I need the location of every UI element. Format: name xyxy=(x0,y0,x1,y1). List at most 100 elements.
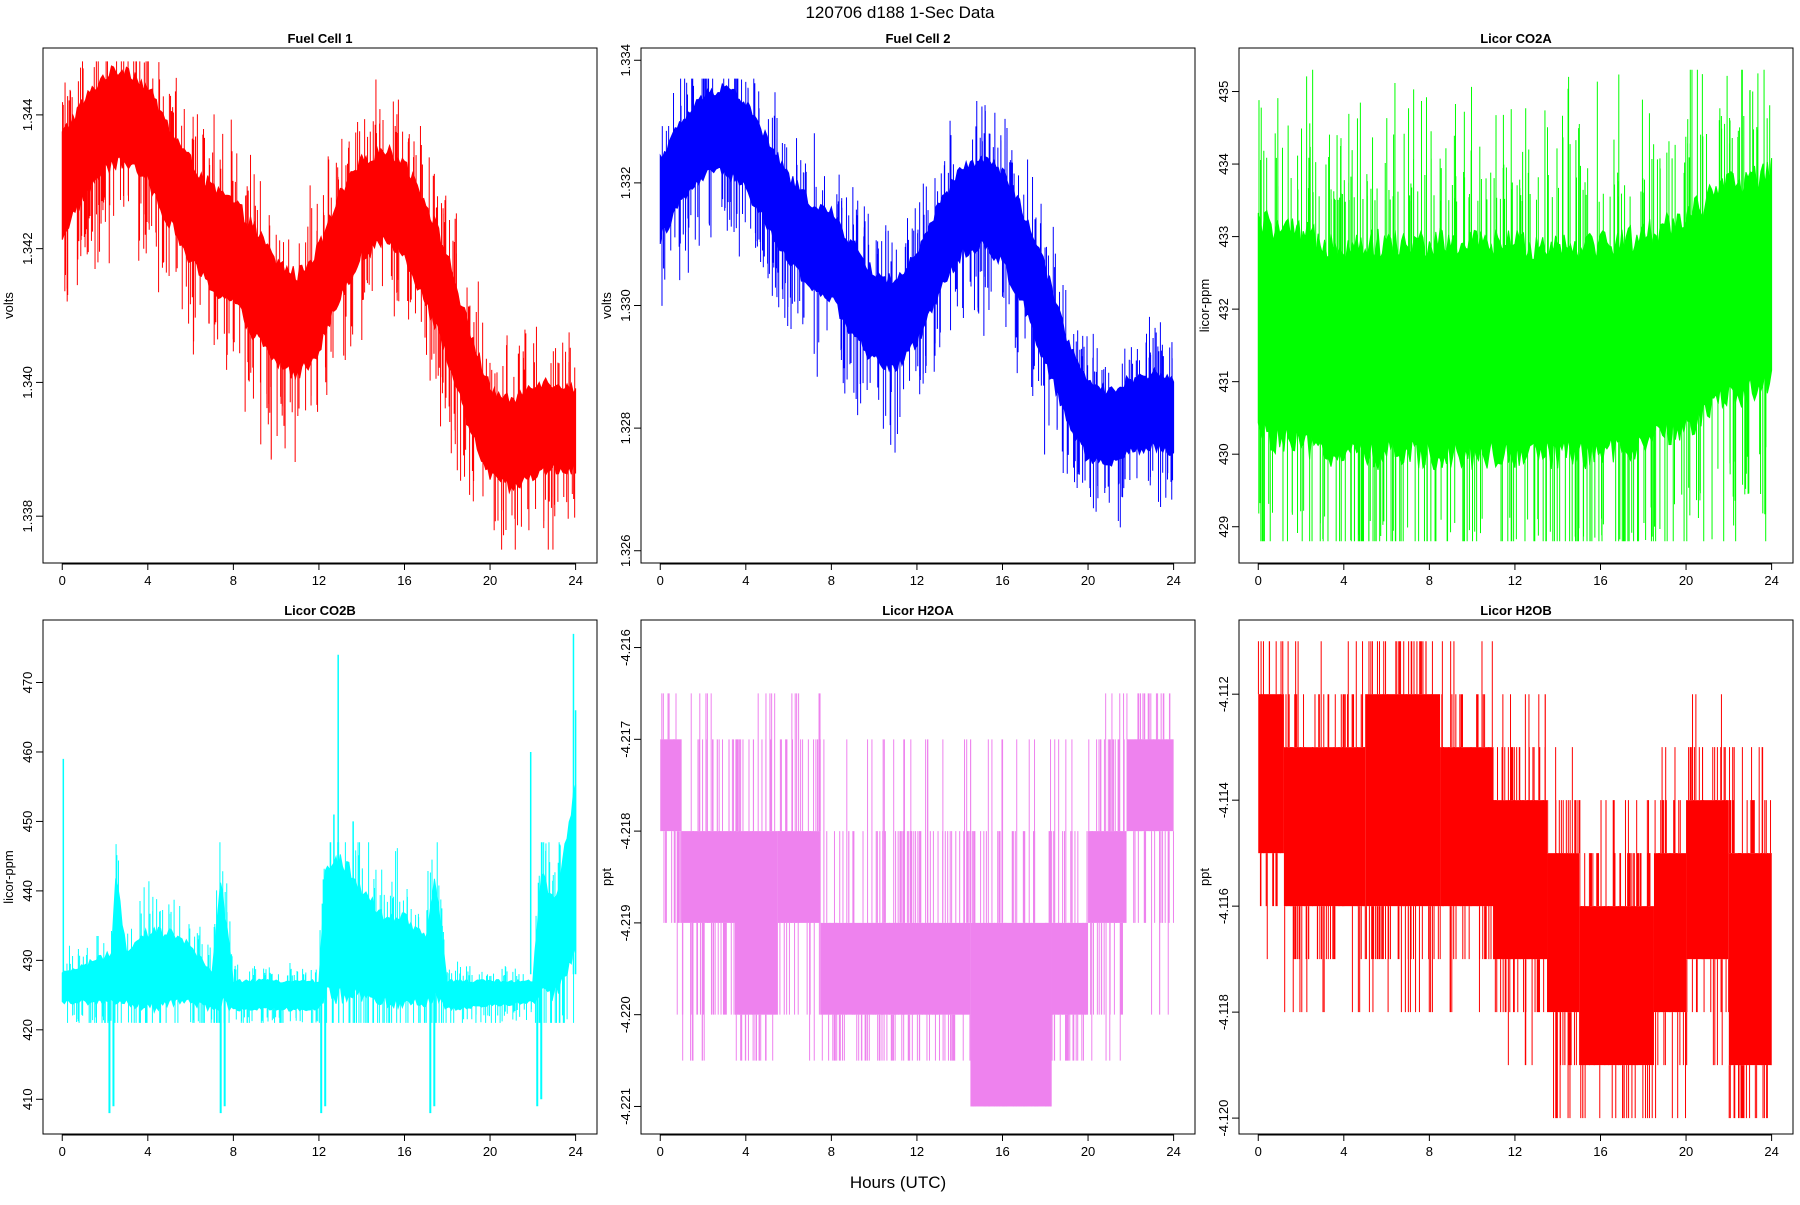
y-tick-label: 410 xyxy=(20,1088,35,1110)
series-spikes xyxy=(62,61,576,550)
y-tick-label: 434 xyxy=(1216,153,1231,175)
x-tick-label: 24 xyxy=(1166,1144,1180,1159)
y-tick-label: -4.216 xyxy=(618,629,633,666)
y-tick-label: 431 xyxy=(1216,371,1231,393)
y-tick-label: -4.118 xyxy=(1216,994,1231,1030)
y-tick-label: 1.328 xyxy=(618,412,633,445)
plot-frame xyxy=(640,619,1196,1135)
series-envelope xyxy=(61,65,577,495)
x-tick-label: 12 xyxy=(312,1144,326,1159)
panels: Fuel Cell 1 volts 0 4 8 12 16 20 24 1.3381.3401.3… xyxy=(1,31,1794,1159)
y-tick-label: -4.221 xyxy=(618,1088,633,1125)
x-tick-label: 8 xyxy=(828,1144,835,1159)
x-tick-label: 4 xyxy=(1340,1144,1347,1159)
panel-title: Licor H2OB xyxy=(1480,603,1552,618)
step-block xyxy=(1728,853,1772,1066)
x-tick-label: 4 xyxy=(144,1144,151,1159)
x-tick-label: 20 xyxy=(1081,573,1095,588)
data-marks xyxy=(61,633,577,1114)
x-axis: 0 4 8 12 16 20 24 xyxy=(1255,563,1779,588)
x-tick-label: 16 xyxy=(995,1144,1009,1159)
plot-frame xyxy=(1238,47,1794,564)
y-axis: 1.338 1.340 1.342 1.344 xyxy=(20,99,43,532)
x-tick-label: 12 xyxy=(1508,1144,1522,1159)
x-tick-label: 0 xyxy=(59,573,66,588)
step-block xyxy=(970,922,1052,1107)
figure-xlabel: Hours (UTC) xyxy=(850,1173,946,1192)
series-spikes xyxy=(66,842,575,1023)
x-tick-label: 20 xyxy=(483,1144,497,1159)
y-axis-label: licor-ppm xyxy=(1,850,16,903)
y-tick-label: 433 xyxy=(1216,226,1231,248)
x-tick-label: 20 xyxy=(1081,1144,1095,1159)
x-axis: 0 4 8 12 16 20 24 xyxy=(59,1134,583,1159)
x-tick-label: 8 xyxy=(1426,573,1433,588)
y-tick-label: 435 xyxy=(1216,81,1231,103)
y-axis: -4.120 -4.118 -4.116 -4.114 -4.112 xyxy=(1216,676,1239,1137)
dip-mark xyxy=(429,988,436,1114)
dip-mark xyxy=(536,988,543,1107)
y-axis: 410 420 430 440 450 460 470 xyxy=(20,672,43,1110)
series-spikes xyxy=(1258,69,1771,542)
panel-title: Licor CO2B xyxy=(284,603,356,618)
data-marks xyxy=(1257,641,1772,1119)
y-tick-label: 1.330 xyxy=(618,289,633,322)
y-tick-label: 1.334 xyxy=(618,44,633,77)
step-block xyxy=(1686,800,1729,960)
panel-title: Fuel Cell 2 xyxy=(885,31,950,46)
x-tick-label: 0 xyxy=(59,1144,66,1159)
x-tick-label: 16 xyxy=(397,573,411,588)
y-tick-label: -4.220 xyxy=(618,996,633,1033)
panel-title: Fuel Cell 1 xyxy=(287,31,352,46)
y-tick-label: 1.326 xyxy=(618,534,633,567)
x-tick-label: 24 xyxy=(1764,573,1778,588)
dip-mark xyxy=(219,988,226,1114)
series-envelope xyxy=(659,82,1175,467)
y-tick-label: 430 xyxy=(1216,443,1231,465)
data-marks xyxy=(61,61,577,550)
x-tick-label: 8 xyxy=(1426,1144,1433,1159)
step-block xyxy=(660,739,682,832)
plot-frame xyxy=(42,47,598,564)
y-tick-label: -4.217 xyxy=(618,721,633,758)
x-tick-label: 4 xyxy=(742,573,749,588)
x-tick-label: 4 xyxy=(144,573,151,588)
step-block xyxy=(1440,747,1494,907)
y-tick-label: 429 xyxy=(1216,516,1231,538)
panel-title: Licor H2OA xyxy=(882,603,954,618)
y-tick-label: -4.114 xyxy=(1216,782,1231,818)
x-tick-label: 8 xyxy=(230,573,237,588)
dip-mark xyxy=(320,988,327,1114)
y-tick-label: 460 xyxy=(20,741,35,763)
y-tick-label: 1.332 xyxy=(618,167,633,200)
y-axis: 1.326 1.328 1.330 1.332 1.334 xyxy=(618,44,641,567)
y-tick-label: -4.116 xyxy=(1216,888,1231,924)
x-tick-label: 0 xyxy=(657,1144,664,1159)
plot-frame xyxy=(1238,619,1794,1135)
plot-frame xyxy=(42,619,598,1135)
y-tick-label: 450 xyxy=(20,811,35,833)
y-axis-label: volts xyxy=(599,292,614,319)
figure-title: 120706 d188 1-Sec Data xyxy=(805,3,995,22)
step-block xyxy=(1547,853,1580,1013)
x-tick-label: 24 xyxy=(568,1144,582,1159)
x-tick-label: 4 xyxy=(742,1144,749,1159)
series-spikes xyxy=(661,693,1174,1107)
x-tick-label: 8 xyxy=(230,1144,237,1159)
x-tick-label: 16 xyxy=(1593,573,1607,588)
y-tick-label: 1.340 xyxy=(20,366,35,399)
y-axis-label: ppt xyxy=(1197,868,1212,886)
x-tick-label: 16 xyxy=(995,573,1009,588)
x-tick-label: 16 xyxy=(397,1144,411,1159)
step-block xyxy=(1579,906,1654,1066)
step-block xyxy=(1365,694,1441,907)
data-marks xyxy=(660,693,1174,1107)
y-tick-label: 430 xyxy=(20,949,35,971)
x-tick-label: 12 xyxy=(312,573,326,588)
x-tick-label: 24 xyxy=(1764,1144,1778,1159)
